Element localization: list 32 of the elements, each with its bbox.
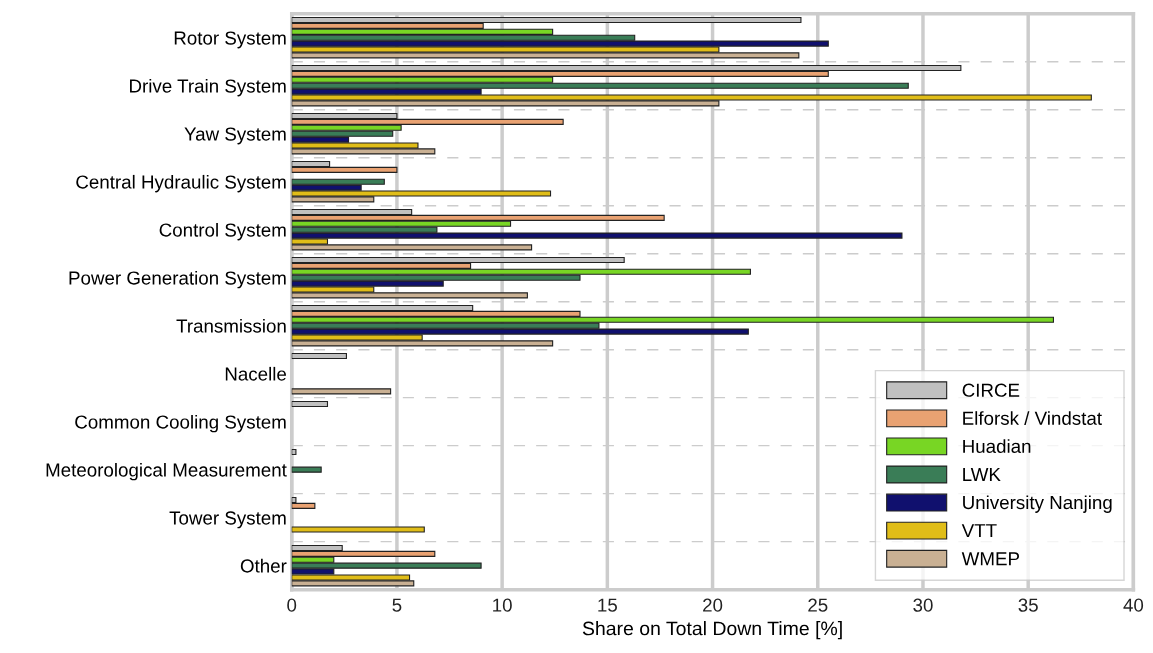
bar [291,388,392,395]
legend-label: WMEP [961,552,1020,566]
x-tick-label: 35 [1018,598,1038,612]
legend-label: Elforsk / Vindstat [963,411,1102,425]
y-tick-label: Central Hydraulic System [76,174,286,193]
x-tick-label: 0 [287,598,297,612]
bar [291,526,425,533]
y-tick-label: Other [240,558,287,573]
y-tick-label: Yaw System [184,127,286,145]
y-tick-label: Tower System [169,511,286,529]
y-tick-label: Control System [159,222,286,241]
y-tick-label: Nacelle [225,366,287,381]
x-tick-label: 40 [1123,598,1144,612]
x-tick-label: 15 [598,598,617,612]
x-tick-label: 30 [913,598,933,612]
x-axis-title: Share on Total Down Time [%] [582,621,842,640]
y-tick-label: Meteorological Measurement [46,462,287,481]
y-tick-label: Common Cooling System [75,414,286,433]
legend-label: VTT [961,524,997,538]
x-tick-label: 10 [493,598,512,612]
legend-label: Huadian [963,439,1031,454]
legend-label: CIRCE [962,383,1020,397]
legend-label: University Nanjing [963,495,1112,513]
y-tick-label: Power Generation System [69,270,286,289]
y-tick-label: Transmission [176,318,286,333]
legend-label: LWK [963,468,1001,481]
x-tick-label: 20 [703,598,723,612]
y-tick-label: Drive Train System [130,78,286,97]
x-tick-label: 5 [392,598,402,612]
x-tick-label: 25 [808,598,828,612]
y-tick-label: Rotor System [174,31,286,49]
bar [291,466,322,473]
